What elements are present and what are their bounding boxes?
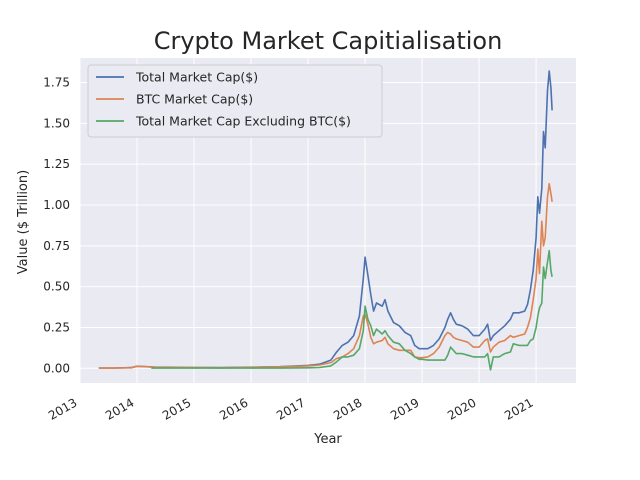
y-tick-label-6: 1.50 bbox=[43, 116, 70, 130]
x-tick-labels: 2013 2014 2015 2016 2017 2018 2019 2020 2021 bbox=[46, 395, 536, 422]
y-tick-label-3: 0.75 bbox=[43, 239, 70, 253]
legend-box bbox=[87, 64, 383, 138]
y-tick-label-0: 0.00 bbox=[43, 361, 70, 375]
x-tick-label-4: 2017 bbox=[274, 395, 307, 422]
x-axis-label: Year bbox=[313, 432, 342, 447]
series-line-1 bbox=[98, 183, 553, 369]
y-tick-label-2: 0.50 bbox=[43, 280, 70, 294]
y-tick-labels: 0.00 0.25 0.50 0.75 1.00 1.25 1.50 1.75 bbox=[43, 75, 70, 375]
x-tick-label-5: 2018 bbox=[331, 395, 364, 422]
y-axis-label: Value ($ Trillion) bbox=[16, 170, 31, 274]
x-tick-label-1: 2014 bbox=[103, 395, 136, 422]
x-tick-label-7: 2020 bbox=[445, 395, 478, 422]
legend-entry-1: BTC Market Cap($) bbox=[136, 92, 253, 107]
legend-entry-2: Total Market Cap Excluding BTC($) bbox=[135, 114, 351, 129]
x-tick-label-6: 2019 bbox=[388, 395, 421, 422]
x-tick-label-2: 2015 bbox=[160, 395, 193, 422]
x-tick-label-8: 2021 bbox=[502, 395, 535, 422]
legend: Total Market Cap($) BTC Market Cap($) Tota… bbox=[87, 64, 383, 138]
legend-entry-0: Total Market Cap($) bbox=[135, 70, 258, 85]
y-tick-label-5: 1.25 bbox=[43, 157, 70, 171]
series-line-2 bbox=[151, 249, 553, 371]
y-tick-label-4: 1.00 bbox=[43, 198, 70, 212]
y-tick-label-1: 0.25 bbox=[43, 320, 70, 334]
chart-title: Crypto Market Capitialisation bbox=[154, 27, 503, 55]
series-lines bbox=[98, 70, 553, 371]
x-tick-label-3: 2016 bbox=[217, 395, 250, 422]
y-tick-label-7: 1.75 bbox=[43, 75, 70, 89]
series-line-0 bbox=[98, 70, 553, 369]
x-tick-label-0: 2013 bbox=[46, 395, 79, 422]
